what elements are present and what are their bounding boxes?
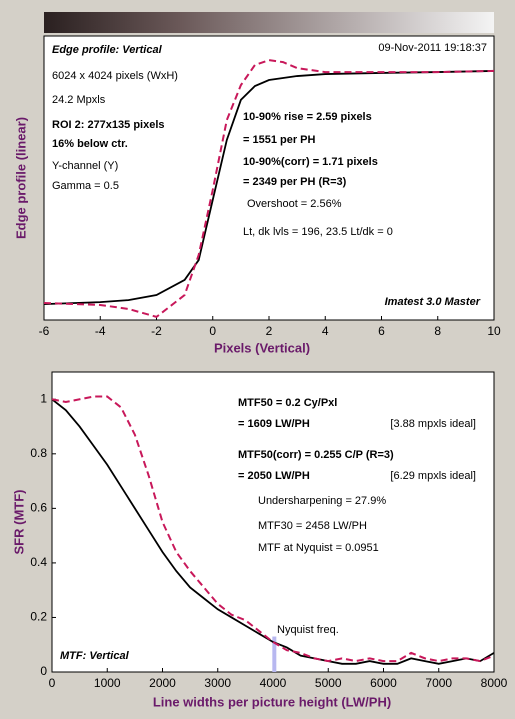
series-line xyxy=(43,70,495,305)
x-tick-label: 0 xyxy=(49,676,56,690)
annotation: = 2349 per PH (R=3) xyxy=(243,176,347,188)
x-tick-label: 10 xyxy=(487,324,501,338)
annotation: Undersharpening = 27.9% xyxy=(258,495,386,507)
date: 09-Nov-2011 19:18:37 xyxy=(378,42,487,54)
series-line xyxy=(51,395,495,663)
plot-title: Edge profile: Vertical xyxy=(52,44,163,56)
x-tick-label: 2000 xyxy=(149,676,176,690)
annotation: Imatest 3.0 Master xyxy=(385,296,481,308)
y-tick-label: 0 xyxy=(40,664,47,678)
annotation: 10-90% rise = 2.59 pixels xyxy=(243,111,372,123)
x-tick-label: 0 xyxy=(209,324,216,338)
x-tick-label: 7000 xyxy=(425,676,452,690)
x-tick-label: -4 xyxy=(95,324,106,338)
series-line xyxy=(51,398,495,665)
y-axis-label: SFR (MTF) xyxy=(11,490,26,555)
series-line xyxy=(43,59,495,318)
x-axis-label: Line widths per picture height (LW/PH) xyxy=(153,694,391,709)
x-tick-label: 1000 xyxy=(94,676,121,690)
y-tick-label: 0.8 xyxy=(30,446,47,460)
y-axis-label: Edge profile (linear) xyxy=(13,117,28,239)
annotation: [6.29 mpxls ideal] xyxy=(390,470,476,482)
annotation: Y-channel (Y) xyxy=(52,160,118,172)
x-tick-label: 8 xyxy=(434,324,441,338)
plot-title: MTF: Vertical xyxy=(60,650,130,662)
x-tick-label: -6 xyxy=(39,324,50,338)
y-tick-label: 0.2 xyxy=(30,610,47,624)
y-tick-label: 0.4 xyxy=(30,555,47,569)
x-tick-label: 4000 xyxy=(260,676,287,690)
x-tick-label: 5000 xyxy=(315,676,342,690)
annotation: MTF50(corr) = 0.255 C/P (R=3) xyxy=(238,449,394,461)
x-tick-label: 6 xyxy=(378,324,385,338)
annotation: 16% below ctr. xyxy=(52,138,128,150)
annotation: Nyquist freq. xyxy=(277,624,339,636)
annotation: = 1609 LW/PH xyxy=(238,418,310,430)
x-tick-label: 4 xyxy=(322,324,329,338)
y-tick-label: 1 xyxy=(40,391,47,405)
annotation: [3.88 mpxls ideal] xyxy=(390,418,476,430)
gray-strip xyxy=(44,12,494,33)
annotation: MTF30 = 2458 LW/PH xyxy=(258,520,367,532)
annotation: 10-90%(corr) = 1.71 pixels xyxy=(243,156,378,168)
annotation: Gamma = 0.5 xyxy=(52,180,119,192)
nyquist-band xyxy=(272,636,277,672)
annotation: MTF at Nyquist = 0.0951 xyxy=(258,542,379,554)
plot-area xyxy=(43,35,495,321)
x-tick-label: 2 xyxy=(266,324,273,338)
x-tick-label: 8000 xyxy=(481,676,508,690)
annotation: 6024 x 4024 pixels (WxH) xyxy=(52,70,178,82)
x-tick-label: -2 xyxy=(151,324,162,338)
plot-area xyxy=(51,371,495,673)
x-tick-label: 3000 xyxy=(204,676,231,690)
x-axis-label: Pixels (Vertical) xyxy=(214,340,310,355)
annotation: 24.2 Mpxls xyxy=(52,94,106,106)
annotation: = 2050 LW/PH xyxy=(238,470,310,482)
annotation: ROI 2: 277x135 pixels xyxy=(52,119,165,131)
annotation: Overshoot = 2.56% xyxy=(247,198,342,210)
annotation: Lt, dk lvls = 196, 23.5 Lt/dk = 0 xyxy=(243,226,393,238)
annotation: = 1551 per PH xyxy=(243,134,316,146)
y-tick-label: 0.6 xyxy=(30,501,47,515)
annotation: MTF50 = 0.2 Cy/Pxl xyxy=(238,397,337,409)
x-tick-label: 6000 xyxy=(370,676,397,690)
